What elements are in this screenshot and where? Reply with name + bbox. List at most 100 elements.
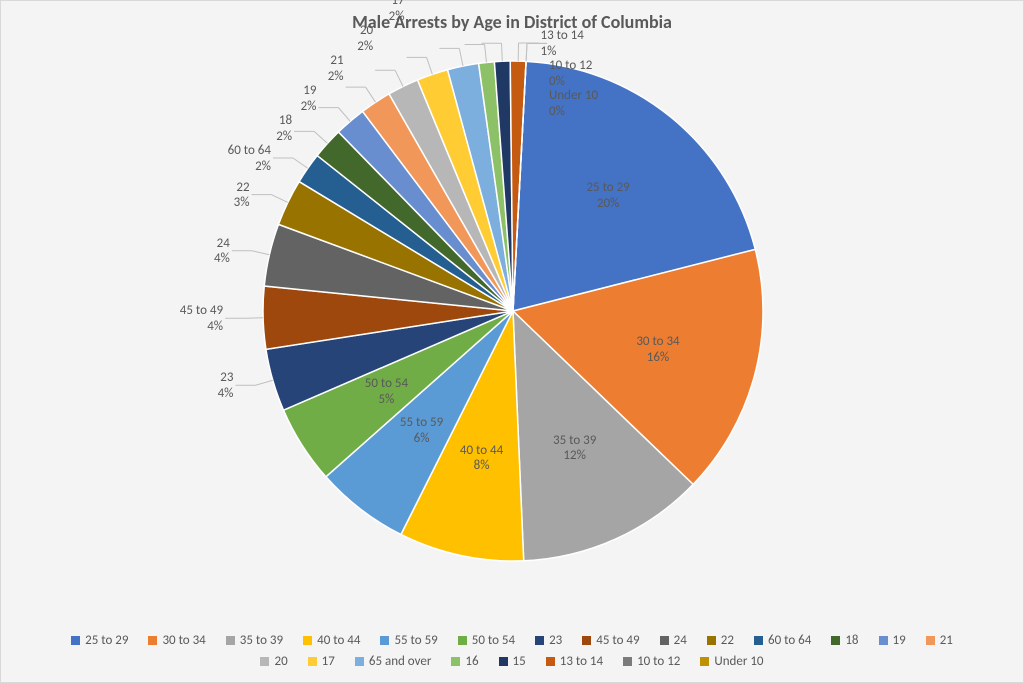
- leader-line: [318, 108, 350, 122]
- slice-label: Under 100%: [549, 88, 639, 119]
- legend-label: 22: [721, 633, 734, 648]
- legend-label: 21: [940, 633, 953, 648]
- legend-swatch: [879, 636, 888, 645]
- leader-line: [252, 195, 288, 203]
- plot-area: Male Arrests by Age in District of Colum…: [1, 1, 1023, 682]
- slice-label: 192%: [226, 83, 316, 114]
- leader-line: [465, 45, 487, 63]
- legend-item: 17: [308, 654, 335, 669]
- legend-label: 24: [674, 633, 687, 648]
- legend-label: 20: [274, 654, 287, 669]
- legend-item: 18: [831, 633, 858, 648]
- legend-label: 15: [513, 654, 526, 669]
- legend-label: 23: [549, 633, 562, 648]
- slice-label: 10 to 120%: [549, 58, 639, 89]
- legend-swatch: [499, 657, 508, 666]
- slice-label: 13 to 141%: [541, 28, 631, 59]
- slice-label: 60 to 642%: [181, 143, 271, 174]
- legend-item: 15: [499, 654, 526, 669]
- legend-swatch: [148, 636, 157, 645]
- legend-swatch: [660, 636, 669, 645]
- legend-swatch: [355, 657, 364, 666]
- legend-item: 21: [926, 633, 953, 648]
- leader-line: [235, 380, 272, 385]
- legend-label: 45 to 49: [596, 633, 639, 648]
- leader-line: [375, 70, 403, 86]
- legend-item: 40 to 44: [303, 633, 360, 648]
- legend-item: 35 to 39: [226, 633, 283, 648]
- slice-label: 212%: [254, 53, 344, 84]
- legend-label: 16: [465, 654, 478, 669]
- legend-label: 30 to 34: [162, 633, 205, 648]
- slice-label: 55 to 596%: [382, 415, 462, 446]
- legend-label: 60 to 64: [768, 633, 811, 648]
- legend-swatch: [226, 636, 235, 645]
- slice-label: 234%: [143, 370, 233, 401]
- slice-label: 45 to 494%: [133, 303, 223, 334]
- legend-item: 13 to 14: [546, 654, 603, 669]
- leader-line: [439, 48, 463, 66]
- legend-label: 19: [893, 633, 906, 648]
- leader-line: [232, 251, 270, 255]
- legend-item: 16: [451, 654, 478, 669]
- legend-swatch: [623, 657, 632, 666]
- legend-item: 45 to 49: [582, 633, 639, 648]
- legend-label: 40 to 44: [317, 633, 360, 648]
- legend-swatch: [451, 657, 460, 666]
- legend-label: 35 to 39: [240, 633, 283, 648]
- legend-item: 55 to 59: [380, 633, 437, 648]
- leader-line: [346, 87, 376, 102]
- slice-label: 40 to 448%: [442, 443, 522, 474]
- slice-label: 172%: [315, 0, 405, 24]
- legend-swatch: [707, 636, 716, 645]
- legend-swatch: [260, 657, 269, 666]
- slice-label: 30 to 3416%: [618, 334, 698, 365]
- leader-line: [518, 43, 538, 61]
- legend-swatch: [582, 636, 591, 645]
- legend-swatch: [754, 636, 763, 645]
- legend-label: 55 to 59: [394, 633, 437, 648]
- legend-label: 17: [322, 654, 335, 669]
- legend-swatch: [700, 657, 709, 666]
- leader-line: [294, 131, 327, 143]
- slice-label: 182%: [202, 113, 292, 144]
- leader-line: [273, 158, 308, 168]
- legend-label: 10 to 12: [637, 654, 680, 669]
- legend-item: 20: [260, 654, 287, 669]
- chart-container: Male Arrests by Age in District of Colum…: [0, 0, 1024, 683]
- legend-label: 50 to 54: [472, 633, 515, 648]
- legend-label: 18: [845, 633, 858, 648]
- legend-item: 50 to 54: [458, 633, 515, 648]
- legend-item: 30 to 34: [148, 633, 205, 648]
- legend-item: 24: [660, 633, 687, 648]
- legend-swatch: [308, 657, 317, 666]
- legend-swatch: [71, 636, 80, 645]
- legend-swatch: [926, 636, 935, 645]
- legend-label: Under 10: [714, 654, 763, 669]
- slice-label: 50 to 545%: [346, 376, 426, 407]
- legend-label: 13 to 14: [560, 654, 603, 669]
- legend-item: 22: [707, 633, 734, 648]
- legend-swatch: [303, 636, 312, 645]
- legend-item: 23: [535, 633, 562, 648]
- legend-label: 65 and over: [369, 654, 432, 669]
- pie-chart: [1, 1, 1024, 683]
- legend-item: 19: [879, 633, 906, 648]
- slice-label: 202%: [283, 23, 373, 54]
- legend-swatch: [535, 636, 544, 645]
- legend-swatch: [831, 636, 840, 645]
- legend-swatch: [546, 657, 555, 666]
- legend-label: 25 to 29: [85, 633, 128, 648]
- legend-item: 60 to 64: [754, 633, 811, 648]
- legend-swatch: [380, 636, 389, 645]
- slice-label: 223%: [160, 180, 250, 211]
- legend-item: 65 and over: [355, 654, 432, 669]
- legend-item: 10 to 12: [623, 654, 680, 669]
- leader-line: [407, 57, 433, 74]
- slice-label: 35 to 3912%: [535, 433, 615, 464]
- legend-item: Under 10: [700, 654, 763, 669]
- legend-item: 25 to 29: [71, 633, 128, 648]
- legend: 25 to 29 30 to 34 35 to 39 40 to 44 55 to 59…: [1, 630, 1023, 672]
- slice-label: 25 to 2920%: [568, 180, 648, 211]
- slice-label: 244%: [140, 236, 230, 267]
